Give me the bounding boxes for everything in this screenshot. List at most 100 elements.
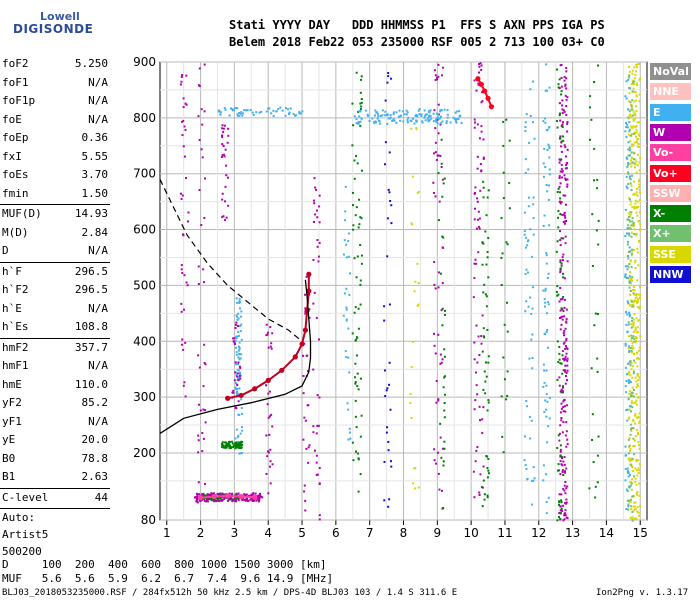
echo-point: [387, 449, 390, 452]
echo-point: [558, 102, 561, 105]
echo-point: [265, 384, 268, 387]
echo-point: [210, 492, 213, 495]
echo-point: [633, 445, 636, 448]
echo-point: [626, 227, 629, 230]
echo-point: [487, 189, 490, 192]
echo-point: [443, 355, 446, 358]
echo-point: [526, 478, 529, 481]
param-value: 14.93: [74, 207, 108, 220]
echo-point: [265, 110, 268, 113]
echo-point: [565, 87, 568, 90]
echo-point: [565, 487, 568, 490]
echo-point: [565, 339, 568, 342]
echo-point: [629, 405, 632, 408]
echo-point: [241, 426, 244, 429]
echo-point: [432, 181, 435, 184]
echo-point: [595, 229, 598, 232]
echo-point: [386, 114, 389, 117]
echo-point: [182, 97, 185, 100]
echo-point: [429, 115, 432, 118]
echo-point: [562, 139, 565, 142]
echo-point: [503, 378, 506, 381]
echo-point: [633, 192, 636, 195]
echo-point: [560, 463, 563, 466]
echo-point: [563, 277, 566, 280]
echo-point: [560, 150, 563, 153]
echo-point: [542, 120, 545, 123]
echo-point: [559, 119, 562, 122]
echo-point: [199, 499, 202, 502]
y-tick-label: 80: [141, 513, 156, 527]
echo-point: [356, 372, 359, 375]
y-tick-label: 800: [133, 111, 156, 125]
echo-point: [459, 114, 462, 117]
echo-point: [318, 514, 321, 517]
echo-point: [638, 180, 641, 183]
echo-point: [545, 512, 548, 515]
echo-point: [637, 206, 640, 209]
echo-point: [635, 393, 638, 396]
echo-point: [632, 388, 635, 391]
echo-point: [636, 164, 639, 167]
echo-point: [270, 413, 273, 416]
echo-point: [638, 463, 641, 466]
echo-point: [638, 188, 641, 191]
echo-point: [226, 176, 229, 179]
echo-point: [624, 342, 627, 345]
param-row: C-level 44: [2, 489, 108, 507]
echo-point: [376, 112, 379, 115]
echo-point: [560, 145, 563, 148]
echo-point: [239, 307, 242, 310]
echo-point: [359, 91, 362, 94]
echo-point: [629, 260, 632, 263]
echo-point: [474, 258, 477, 261]
echo-point: [628, 449, 631, 452]
echo-point: [478, 62, 481, 65]
echo-point: [555, 250, 558, 253]
echo-point: [239, 432, 242, 435]
echo-point: [482, 242, 485, 245]
echo-point: [225, 164, 228, 167]
echo-point: [437, 398, 440, 401]
echo-point: [483, 493, 486, 496]
echo-point: [546, 149, 549, 152]
echo-point: [480, 69, 483, 72]
echo-point: [638, 161, 641, 164]
echo-point: [476, 446, 479, 449]
echo-point: [566, 369, 569, 372]
echo-point: [236, 377, 239, 380]
echo-point: [224, 185, 227, 188]
echo-point: [596, 454, 599, 457]
echo-point: [635, 129, 638, 132]
echo-point: [185, 177, 188, 180]
echo-point: [235, 497, 238, 500]
echo-point: [559, 259, 562, 262]
echo-point: [523, 230, 526, 233]
echo-point: [233, 497, 236, 500]
param-row: foF2 5.250: [2, 55, 108, 73]
echo-point: [506, 301, 509, 304]
echo-point: [226, 443, 229, 446]
echo-point: [566, 485, 569, 488]
echo-point: [239, 315, 242, 318]
echo-point: [561, 469, 564, 472]
echo-point: [531, 80, 534, 83]
echo-point: [630, 165, 633, 168]
echo-point: [633, 402, 636, 405]
echo-point: [475, 449, 478, 452]
echo-point: [240, 440, 243, 443]
echo-point: [231, 500, 234, 503]
echo-point: [591, 264, 594, 267]
echo-point: [196, 493, 199, 496]
echo-point: [596, 187, 599, 190]
echo-point: [627, 323, 630, 326]
echo-point: [638, 121, 641, 124]
echo-point: [557, 86, 560, 89]
echo-point: [439, 272, 442, 275]
echo-point: [354, 381, 357, 384]
echo-point: [562, 213, 565, 216]
echo-point: [545, 501, 548, 504]
echo-point: [315, 432, 318, 435]
echo-point: [628, 65, 631, 68]
